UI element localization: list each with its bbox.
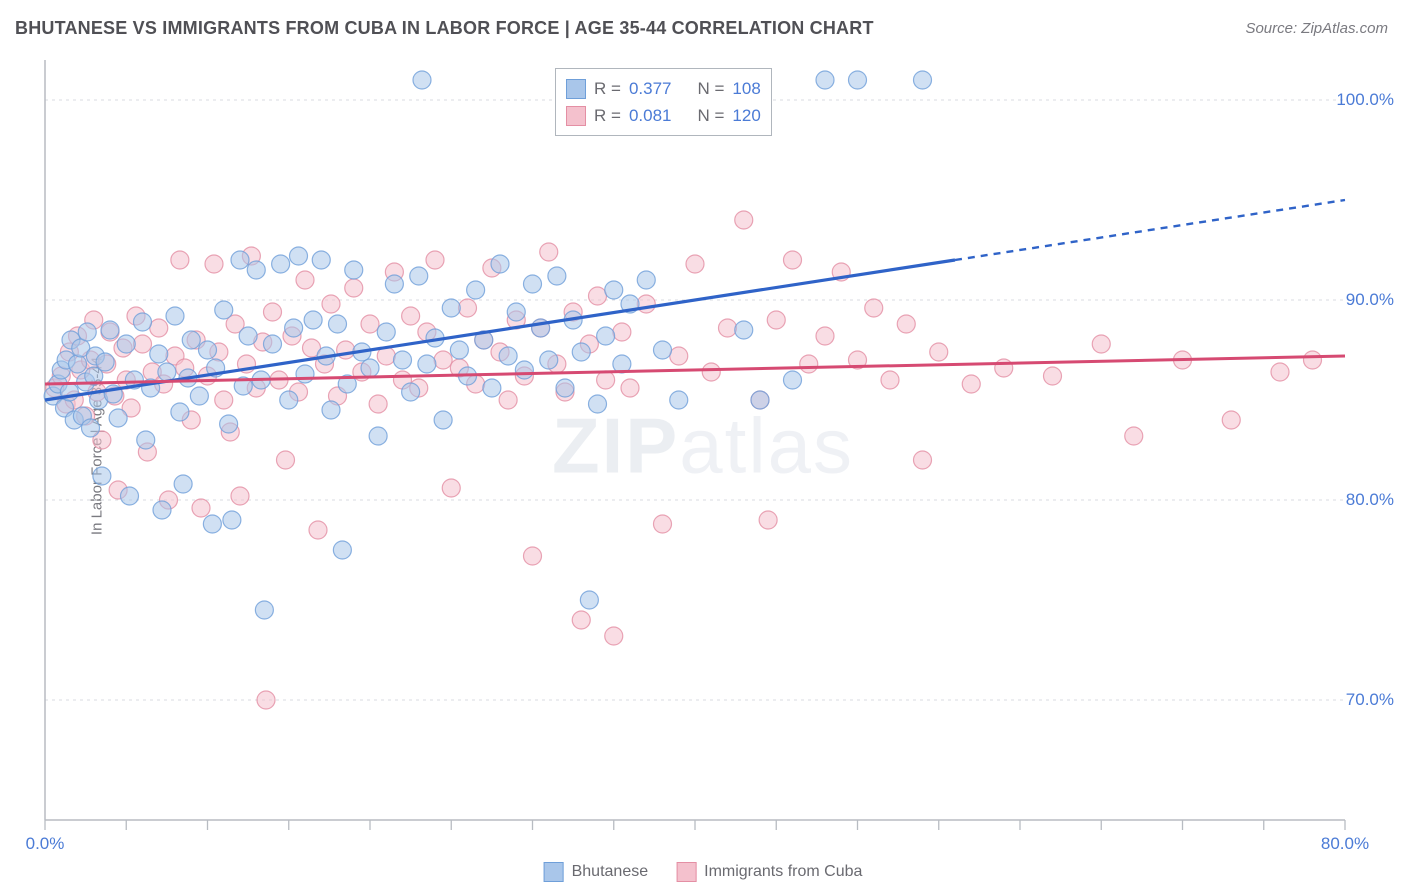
y-tick-label: 80.0% xyxy=(1346,490,1394,510)
x-tick-label: 0.0% xyxy=(26,834,65,854)
stat-r-label: R = xyxy=(594,75,621,102)
stats-row: R = 0.377 N = 108 xyxy=(566,75,761,102)
stats-swatch xyxy=(566,106,586,126)
y-tick-label: 90.0% xyxy=(1346,290,1394,310)
legend-item-bhutanese: Bhutanese xyxy=(544,862,649,882)
legend-swatch-cuba xyxy=(676,862,696,882)
y-tick-label: 70.0% xyxy=(1346,690,1394,710)
y-tick-label: 100.0% xyxy=(1336,90,1394,110)
stat-n-value: 108 xyxy=(732,75,760,102)
stat-n-value: 120 xyxy=(732,102,760,129)
stat-r-value: 0.081 xyxy=(629,102,672,129)
stat-n-label: N = xyxy=(697,102,724,129)
legend-item-cuba: Immigrants from Cuba xyxy=(676,862,862,882)
stats-row: R = 0.081 N = 120 xyxy=(566,102,761,129)
chart-container: BHUTANESE VS IMMIGRANTS FROM CUBA IN LAB… xyxy=(0,0,1406,892)
stats-legend-box: R = 0.377 N = 108 R = 0.081 N = 120 xyxy=(555,68,772,136)
stat-r-label: R = xyxy=(594,102,621,129)
legend-label-cuba: Immigrants from Cuba xyxy=(704,863,862,881)
stat-r-value: 0.377 xyxy=(629,75,672,102)
legend-swatch-bhutanese xyxy=(544,862,564,882)
x-tick-label: 80.0% xyxy=(1321,834,1369,854)
stat-n-label: N = xyxy=(697,75,724,102)
legend-label-bhutanese: Bhutanese xyxy=(572,863,649,881)
bottom-legend: Bhutanese Immigrants from Cuba xyxy=(544,862,863,882)
stats-swatch xyxy=(566,79,586,99)
